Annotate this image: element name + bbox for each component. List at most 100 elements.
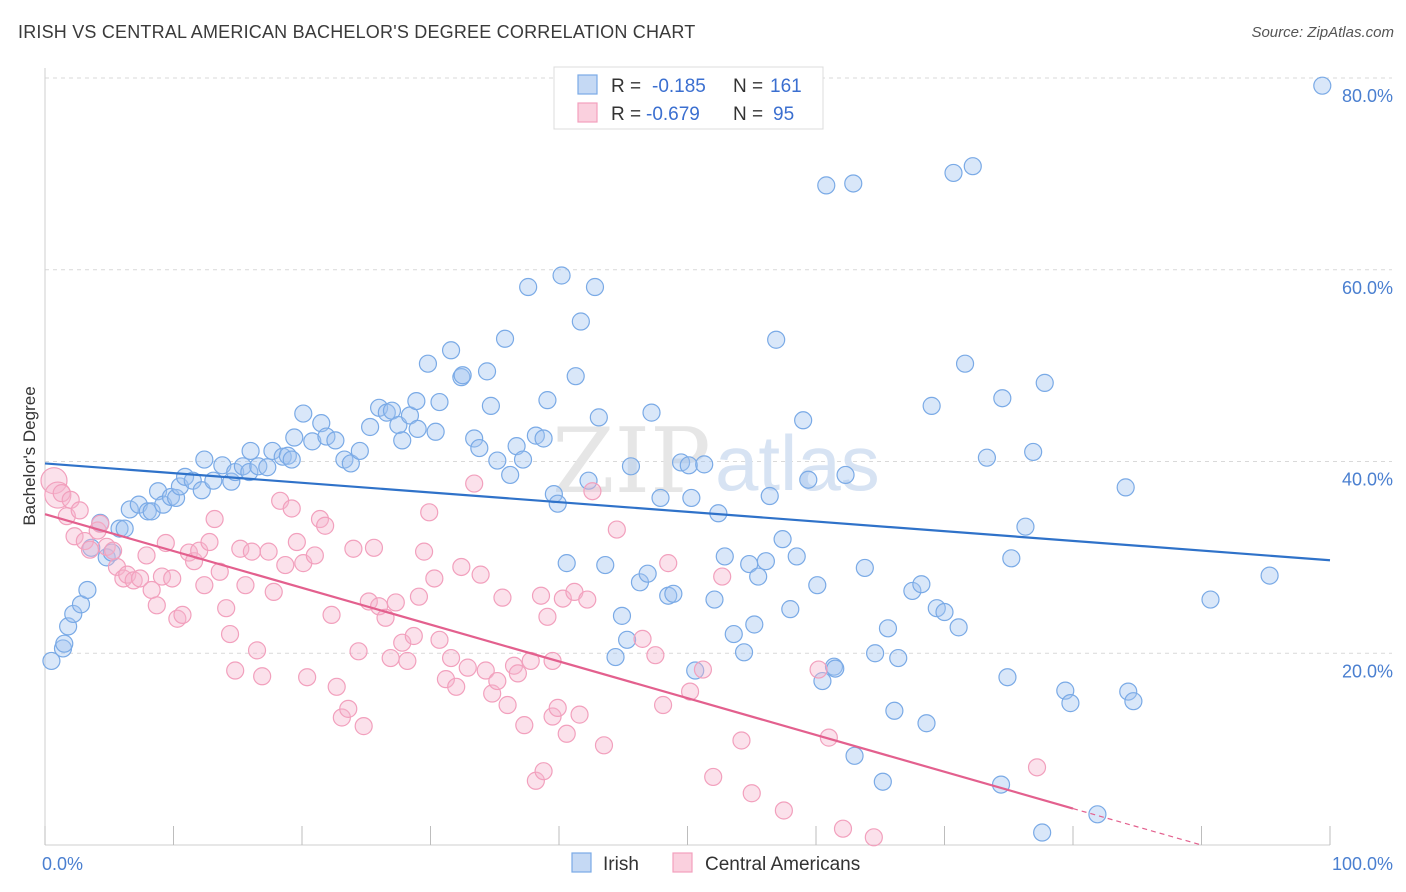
legend-r-value-central: -0.679 (646, 104, 700, 125)
central-point-111 (742, 784, 761, 803)
grid-lines (45, 77, 1392, 654)
y-tick-label-0: 20.0% (1342, 661, 1393, 681)
irish-point-88 (618, 630, 637, 649)
central-point-95 (557, 724, 576, 743)
central-point-113 (809, 660, 828, 679)
central-point-76 (452, 557, 471, 577)
irish-point-59 (430, 392, 449, 412)
irish-point-154 (1201, 590, 1220, 609)
bottom-legend-central: Central Americans (705, 854, 860, 875)
irish-point-107 (745, 615, 764, 634)
irish-point-44 (326, 431, 345, 450)
irish-point-25 (195, 450, 214, 469)
irish-point-81 (571, 312, 590, 331)
irish-point-40 (294, 404, 313, 423)
irish-point-131 (903, 581, 922, 601)
central-point-64 (386, 593, 405, 612)
central-point-87 (515, 716, 534, 735)
central-point-46 (287, 532, 306, 552)
irish-point-71 (513, 450, 533, 469)
irish-point-144 (1002, 549, 1021, 568)
central-point-112 (774, 801, 793, 820)
central-point-117 (1027, 758, 1047, 777)
bottom-legend-swatch-irish (571, 852, 592, 873)
irish-point-138 (949, 618, 968, 637)
irish-point-19 (161, 487, 181, 507)
irish-point-122 (836, 465, 855, 485)
legend-swatch-irish (577, 74, 598, 95)
central-point-72 (430, 630, 449, 649)
irish-point-110 (760, 486, 779, 506)
irish-point-55 (407, 391, 426, 411)
irish-point-69 (501, 465, 520, 485)
bottom-legend-swatch-central (672, 852, 693, 873)
central-point-49 (305, 546, 324, 565)
central-point-40 (253, 667, 272, 686)
irish-point-64 (470, 438, 489, 458)
y-axis-label: Bachelor's Degree (20, 386, 39, 525)
central-point-100 (594, 736, 614, 755)
irish-point-113 (781, 600, 800, 619)
legend-n-label-irish: N = (733, 76, 763, 97)
irish-point-112 (773, 530, 792, 549)
y-tick-label-2: 60.0% (1342, 278, 1393, 298)
central-point-82 (488, 671, 507, 691)
central-point-30 (200, 532, 219, 552)
central-point-51 (316, 516, 335, 535)
legend-r-label-central: R = (611, 104, 641, 125)
central-point-118 (534, 762, 553, 781)
irish-point-48 (361, 417, 380, 437)
x-tick-label-1: 100.0% (1332, 854, 1393, 874)
irish-point-126 (866, 644, 885, 663)
irish-trend-line (44, 462, 1331, 562)
irish-point-86 (606, 647, 625, 667)
irish-point-98 (682, 488, 701, 508)
irish-point-60 (441, 341, 461, 360)
irish-point-32 (241, 441, 260, 461)
central-point-7 (75, 531, 94, 551)
irish-point-53 (393, 431, 412, 450)
central-point-39 (247, 641, 267, 660)
central-point-12 (104, 541, 123, 560)
central-point-97 (570, 705, 589, 724)
irish-point-63 (465, 429, 484, 448)
central-point-78 (465, 474, 484, 493)
irish-point-115 (794, 411, 813, 430)
legend-n-label-central: N = (733, 104, 763, 125)
y-tick-label-1: 40.0% (1342, 470, 1393, 490)
central-point-57 (349, 642, 368, 661)
irish-point-111 (767, 330, 786, 349)
irish-point-82 (579, 471, 598, 490)
central-point-58 (354, 717, 373, 736)
irish-point-142 (993, 389, 1012, 408)
trend-lines (44, 462, 1331, 846)
irish-point-117 (808, 576, 827, 595)
x-tick-label-0: 0.0% (42, 854, 83, 874)
irish-point-34 (258, 458, 277, 477)
irish-point-129 (885, 701, 904, 720)
central-point-99 (583, 482, 602, 501)
central-point-44 (276, 555, 295, 575)
central-point-77 (458, 658, 477, 677)
irish-point-77 (548, 494, 567, 513)
irish-point-147 (1035, 373, 1054, 392)
central-point-6 (70, 501, 89, 520)
axes (44, 68, 1331, 846)
central-point-86 (508, 664, 527, 683)
central-point-27 (184, 552, 204, 571)
irish-point-42 (312, 414, 331, 433)
irish-point-62 (453, 366, 472, 385)
irish-point-91 (638, 564, 657, 583)
irish-point-118 (813, 671, 832, 691)
irish-point-16 (142, 502, 161, 521)
central-point-73 (436, 670, 456, 689)
central-point-29 (195, 576, 214, 595)
irish-point-121 (826, 659, 845, 678)
central-point-90 (531, 586, 551, 605)
y-tick-label-3: 80.0% (1342, 86, 1393, 106)
x-tick-labels: 0.0% 100.0% (42, 854, 1393, 874)
irish-point-133 (917, 714, 936, 733)
central-point-31 (205, 509, 224, 529)
central-point-17 (130, 569, 150, 588)
irish-point-97 (679, 456, 698, 475)
